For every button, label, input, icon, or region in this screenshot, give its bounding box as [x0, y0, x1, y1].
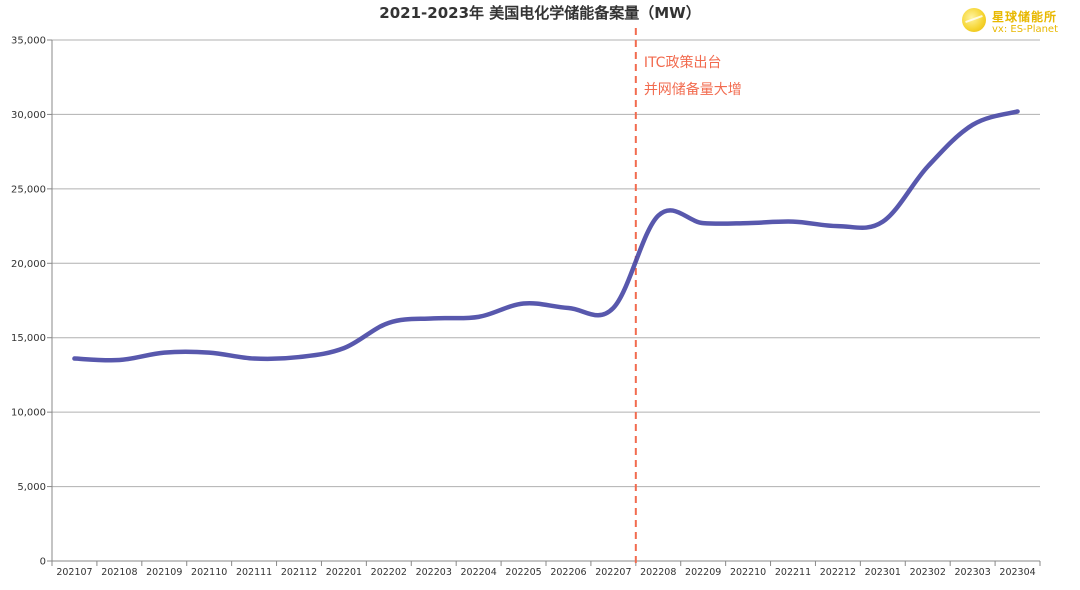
- x-tick-label: 202205: [505, 567, 541, 578]
- y-tick-label: 5,000: [17, 482, 46, 493]
- chart-title: 2021-2023年 美国电化学储能备案量（MW）: [379, 4, 701, 22]
- x-tick-label: 202207: [595, 567, 631, 578]
- x-tick-label: 202208: [640, 567, 676, 578]
- x-tick-label: 202203: [416, 567, 452, 578]
- annotation-text: ITC政策出台: [644, 54, 722, 71]
- x-tick-label: 202212: [820, 567, 856, 578]
- x-tick-label: 202303: [955, 567, 991, 578]
- x-tick-label: 202108: [101, 567, 137, 578]
- x-tick-label: 202211: [775, 567, 811, 578]
- logo-wechat-id: vx: ES-Planet: [992, 24, 1059, 35]
- y-tick-label: 10,000: [11, 408, 46, 419]
- x-tick-label: 202304: [999, 567, 1035, 578]
- y-tick-label: 35,000: [11, 36, 46, 47]
- x-tick-label: 202201: [326, 567, 362, 578]
- y-tick-label: 15,000: [11, 333, 46, 344]
- x-tick-label: 202302: [910, 567, 946, 578]
- x-tick-label: 202110: [191, 567, 227, 578]
- annotation-text: 并网储备量大增: [644, 81, 742, 98]
- x-tick-label: 202206: [550, 567, 586, 578]
- y-axis: 0 5,000 10,000 15,000 20,000 25,000 30,000 35,0…: [11, 36, 53, 568]
- sun-logo-icon: [962, 8, 986, 32]
- y-tick-label: 30,000: [11, 110, 46, 121]
- logo-brand-text: 星球储能所: [992, 10, 1058, 24]
- x-tick-label: 202202: [371, 567, 407, 578]
- x-tick-label: 202112: [281, 567, 317, 578]
- grid-lines: [52, 39, 1040, 562]
- logo: 星球储能所 vx: ES-Planet: [962, 6, 1072, 38]
- x-tick-label: 202107: [56, 567, 92, 578]
- x-axis: 202107 202108 202109 202110 202111 202112 2022…: [51, 561, 1041, 578]
- x-tick-label: 202204: [461, 567, 497, 578]
- series-group: [72, 109, 1020, 363]
- x-tick-label: 202109: [146, 567, 182, 578]
- x-tick-label: 202209: [685, 567, 721, 578]
- y-tick-label: 25,000: [11, 184, 46, 195]
- x-tick-label: 202111: [236, 567, 272, 578]
- x-tick-label: 202210: [730, 567, 766, 578]
- y-tick-label: 20,000: [11, 259, 46, 270]
- y-tick-label: 0: [40, 557, 46, 568]
- series-line: [72, 109, 1020, 363]
- x-tick-label: 202301: [865, 567, 901, 578]
